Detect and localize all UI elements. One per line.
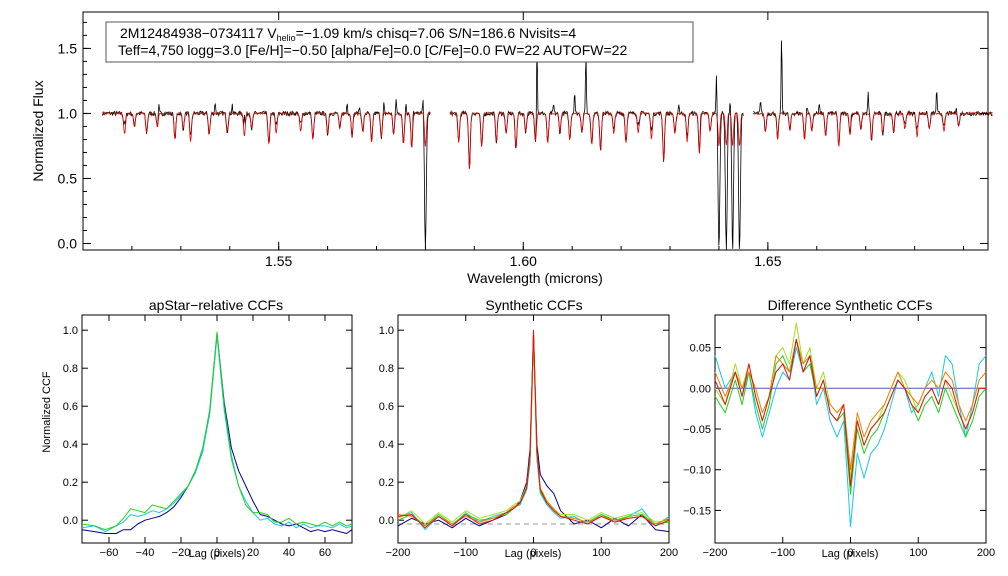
header-line-1: 2M12484938−0734117 Vhelio=−1.09 km/s chi… bbox=[120, 25, 576, 43]
ccf-difference-x-tick-label: 0 bbox=[847, 547, 853, 559]
ccf-synthetic-title: Synthetic CCFs bbox=[485, 297, 582, 313]
ccf-synthetic-y-tick-label: 0.4 bbox=[379, 439, 394, 451]
ccf-synthetic-x-tick-label: 100 bbox=[592, 547, 610, 559]
ccf-synthetic-x-label: Lag (pixels) bbox=[505, 548, 562, 560]
ccf-difference-x-tick-label: −200 bbox=[703, 547, 728, 559]
spectrum-panel: 1.55 1.60 1.65 0.0 0.5 1.0 1.5 2M12484938−0734… bbox=[30, 11, 993, 286]
ccf-apstar-x-tick-label: 0 bbox=[214, 547, 220, 559]
ccf-difference-x-tick-label: −100 bbox=[770, 547, 795, 559]
ccf-synthetic-y-tick-label: 1.0 bbox=[379, 325, 394, 337]
header-box bbox=[105, 21, 694, 63]
ccf-synthetic-x-tick-label: 200 bbox=[660, 547, 678, 559]
ccf-apstar-y-tick-label: 1.0 bbox=[63, 325, 78, 337]
ccf-difference-y-tick-label: −0.10 bbox=[683, 465, 711, 477]
ccf-synthetic-y-tick-label: 0.8 bbox=[379, 363, 394, 375]
spectrum-y-tick-label: 0.0 bbox=[58, 235, 78, 251]
ccf-apstar-y-tick-label: 0.0 bbox=[63, 515, 78, 527]
header-line-2: Teff=4,750 logg=3.0 [Fe/H]=−0.50 [alpha/… bbox=[118, 42, 627, 58]
header-line-1-a: 2M12484938−0734117 V bbox=[120, 25, 277, 41]
ccf-apstar-series-line bbox=[81, 331, 353, 531]
ccf-apstar-x-tick-label: −60 bbox=[100, 547, 119, 559]
ccf-apstar-y-tick-label: 0.2 bbox=[63, 477, 78, 489]
ccf-difference-series-line bbox=[714, 338, 987, 495]
ccf-apstar-y-tick-label: 0.8 bbox=[63, 363, 78, 375]
spectrum-y-label: Normalized Flux bbox=[30, 80, 46, 181]
ccf-synthetic-series-line bbox=[397, 335, 670, 525]
ccf-synthetic-series-line bbox=[397, 335, 670, 527]
spectrum-axes-frame bbox=[82, 11, 989, 251]
ccf-apstar-y-tick-label: 0.4 bbox=[63, 439, 78, 451]
ccf-apstar-x-tick-label: −20 bbox=[172, 547, 191, 559]
ccf-difference-title: Difference Synthetic CCFs bbox=[768, 297, 933, 313]
ccf-apstar-x-tick-label: 60 bbox=[319, 547, 331, 559]
ccf-apstar-x-tick-label: 20 bbox=[247, 547, 259, 559]
ccf-apstar-plot-area: −60 −40 −20 0 20 40 60 0.0 0.2 0.4 0.6 0.8 1.0 bbox=[63, 315, 353, 559]
ccf-difference-y-tick-label: 0.05 bbox=[690, 343, 711, 355]
spectrum-axes: 1.55 1.60 1.65 0.0 0.5 1.0 1.5 bbox=[58, 12, 988, 269]
header-line-1-b: =−1.09 km/s chisq=7.06 S/N=186.6 Nvisits… bbox=[296, 25, 577, 41]
ccf-difference-series-line bbox=[714, 322, 986, 479]
ccf-synthetic-series-line bbox=[397, 333, 670, 533]
ccf-synthetic-series-line bbox=[397, 337, 670, 531]
ccf-difference-series-line bbox=[714, 338, 987, 471]
ccf-synthetic-y-tick-label: 0.2 bbox=[379, 477, 394, 489]
ccf-apstar-x-tick-label: −40 bbox=[136, 547, 155, 559]
ccf-panel-synthetic: Synthetic CCFs −200 −100 0 100 200 0.0 0.2 0.4 0… bbox=[379, 297, 678, 560]
ccf-difference-series-line bbox=[714, 347, 987, 528]
ccf-apstar-x-tick-label: 40 bbox=[283, 547, 295, 559]
spectrum-y-tick-label: 0.5 bbox=[58, 170, 78, 186]
spectrum-x-tick-label: 1.60 bbox=[510, 253, 537, 269]
ccf-apstar-y-label: Normalized CCF bbox=[41, 371, 53, 453]
ccf-apstar-title: apStar−relative CCFs bbox=[149, 297, 283, 313]
spectrum-observed-line bbox=[102, 40, 993, 251]
ccf-difference-plot-area: −200 −100 0 100 200 −0.15 −0.10 −0.05 0.00 0.05 bbox=[683, 315, 995, 559]
ccf-apstar-series-line bbox=[81, 335, 353, 533]
ccf-apstar-y-tick-label: 0.6 bbox=[63, 401, 78, 413]
ccf-difference-x-tick-label: 100 bbox=[909, 547, 927, 559]
ccf-synthetic-y-tick-label: 0.0 bbox=[379, 515, 394, 527]
spectrum-x-tick-label: 1.65 bbox=[754, 253, 781, 269]
ccf-synthetic-x-tick-label: −100 bbox=[453, 547, 478, 559]
ccf-synthetic-series-line bbox=[397, 329, 670, 529]
ccf-synthetic-plot-area: −200 −100 0 100 200 0.0 0.2 0.4 0.6 0.8 1.0 bbox=[379, 315, 678, 559]
spectrum-x-tick-label: 1.55 bbox=[265, 253, 292, 269]
spectrum-model-line bbox=[102, 111, 993, 168]
ccf-synthetic-y-tick-label: 0.6 bbox=[379, 401, 394, 413]
ccf-apstar-x-label: Lag (pixels) bbox=[189, 548, 246, 560]
ccf-difference-y-tick-label: 0.00 bbox=[690, 383, 711, 395]
ccf-difference-series-line bbox=[714, 338, 986, 487]
ccf-synthetic-x-tick-label: 0 bbox=[530, 547, 536, 559]
ccf-difference-frame bbox=[714, 314, 987, 544]
spectrum-y-tick-label: 1.5 bbox=[58, 40, 78, 56]
ccf-difference-y-tick-label: −0.05 bbox=[683, 424, 711, 436]
ccf-synthetic-x-tick-label: −200 bbox=[386, 547, 411, 559]
header-line-1-sub: helio bbox=[277, 33, 296, 43]
ccf-panel-difference: Difference Synthetic CCFs −200 −100 0 100 20… bbox=[683, 297, 995, 560]
spectrum-y-tick-label: 1.0 bbox=[58, 105, 78, 121]
ccf-synthetic-series-line bbox=[397, 331, 670, 527]
ccf-difference-x-label: Lag (pixels) bbox=[822, 548, 879, 560]
ccf-apstar-series-line bbox=[81, 333, 353, 534]
ccf-difference-y-tick-label: −0.15 bbox=[683, 505, 711, 517]
spectrum-plot-area bbox=[102, 40, 993, 251]
ccf-panel-apstar: apStar−relative CCFs −60 −40 −20 0 20 40 60 0.0… bbox=[41, 297, 353, 560]
ccf-difference-x-tick-label: 200 bbox=[977, 547, 995, 559]
spectrum-x-label: Wavelength (microns) bbox=[467, 270, 603, 286]
ccf-apstar-frame bbox=[81, 314, 353, 544]
